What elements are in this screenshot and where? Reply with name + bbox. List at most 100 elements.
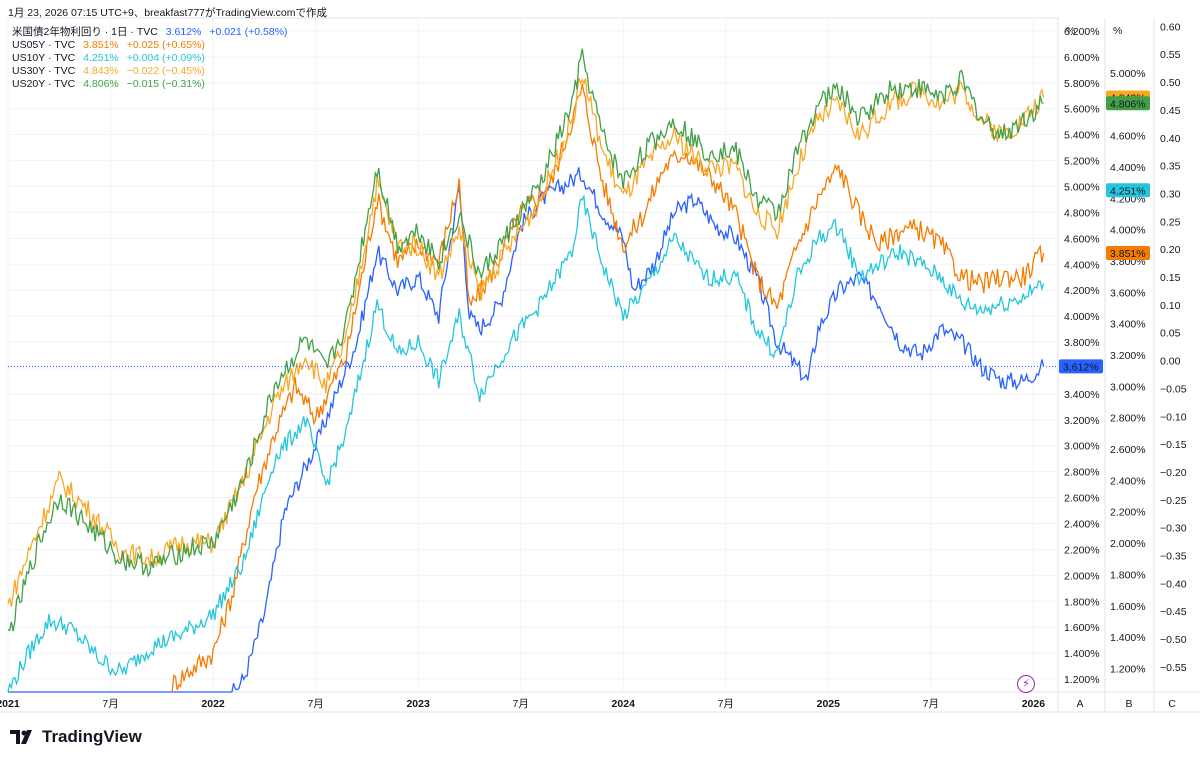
y-tick-label: 4.400% — [1064, 259, 1100, 271]
y-tick-label: 4.800% — [1064, 207, 1100, 219]
legend-change: +0.021 (+0.58%) — [209, 26, 288, 38]
axis-unit-primary: % — [1066, 25, 1075, 37]
x-tick-label: 7月 — [102, 698, 118, 710]
y-tick-label-b: 2.800% — [1110, 413, 1146, 425]
legend-row-us10y[interactable]: US10Y · TVC 4.251% +0.004 (+0.09%) — [12, 52, 288, 65]
y-tick-label-b: 2.600% — [1110, 444, 1146, 456]
y-tick-label-c: −0.50 — [1160, 634, 1187, 646]
legend-row-us05y[interactable]: US05Y · TVC 3.851% +0.025 (+0.65%) — [12, 39, 288, 52]
scale-label-c: C — [1168, 698, 1176, 710]
y-tick-label-c: 0.50 — [1160, 77, 1181, 89]
y-tick-label-b: 5.000% — [1110, 68, 1146, 80]
y-tick-label-c: −0.40 — [1160, 578, 1187, 590]
y-tick-label-c: 0.30 — [1160, 188, 1181, 200]
y-tick-label: 5.200% — [1064, 156, 1100, 168]
last-value-label: 4.251% — [1110, 185, 1146, 197]
y-tick-label: 2.000% — [1064, 570, 1100, 582]
y-tick-label: 2.800% — [1064, 467, 1100, 479]
legend-name: US05Y · TVC — [12, 39, 76, 51]
y-tick-label: 4.600% — [1064, 233, 1100, 245]
scale-label-a: A — [1076, 698, 1083, 710]
brand-name: TradingView — [42, 727, 142, 746]
tradingview-logo-icon — [10, 730, 32, 744]
x-tick-label: 2023 — [406, 698, 430, 710]
series-line-us30y — [7, 77, 1045, 607]
scale-label-b: B — [1125, 698, 1132, 710]
y-tick-label-b: 3.000% — [1110, 381, 1146, 393]
legend-change: −0.022 (−0.45%) — [126, 65, 205, 77]
y-tick-label: 6.200% — [1064, 26, 1100, 38]
last-value-label: 3.851% — [1110, 248, 1146, 260]
y-tick-label: 6.000% — [1064, 52, 1100, 64]
y-tick-label-b: 2.000% — [1110, 538, 1146, 550]
y-tick-label-c: −0.30 — [1160, 523, 1187, 535]
legend-row-us20y[interactable]: US20Y · TVC 4.806% −0.015 (−0.31%) — [12, 78, 288, 91]
y-tick-label-c: −0.55 — [1160, 662, 1187, 674]
legend-last: 4.806% — [83, 78, 119, 90]
last-value-label: 4.806% — [1110, 98, 1146, 110]
y-tick-label-c: 0.05 — [1160, 328, 1181, 340]
x-tick-label: 7月 — [923, 698, 939, 710]
legend-last: 4.251% — [83, 52, 119, 64]
y-tick-label: 2.400% — [1064, 519, 1100, 531]
x-tick-label: 2025 — [817, 698, 841, 710]
y-tick-label-c: 0.40 — [1160, 133, 1181, 145]
legend-last: 3.612% — [165, 26, 202, 38]
x-tick-label: 2026 — [1022, 698, 1046, 710]
y-tick-label: 5.600% — [1064, 104, 1100, 116]
y-tick-label: 2.200% — [1064, 544, 1100, 556]
y-tick-label-b: 1.200% — [1110, 663, 1146, 675]
last-value-tag — [1106, 183, 1150, 198]
y-tick-label-c: 0.00 — [1160, 356, 1181, 368]
y-tick-label: 5.800% — [1064, 78, 1100, 90]
y-tick-label: 5.400% — [1064, 130, 1100, 142]
legend-row-us02y[interactable]: 米国債2年物利回り · 1日 · TVC 3.612% +0.021 (+0.5… — [12, 26, 288, 39]
legend-last: 4.843% — [83, 65, 119, 77]
y-tick-label-c: −0.15 — [1160, 439, 1187, 451]
legend-name: US20Y · TVC — [12, 78, 76, 90]
series-line-us05y — [171, 83, 1045, 693]
y-tick-label-b: 1.800% — [1110, 569, 1146, 581]
y-tick-label: 1.800% — [1064, 596, 1100, 608]
legend-row-us30y[interactable]: US30Y · TVC 4.843% −0.022 (−0.45%) — [12, 65, 288, 78]
y-tick-label: 1.600% — [1064, 622, 1100, 634]
legend-name: 米国債2年物利回り · 1日 · TVC — [12, 26, 158, 38]
y-tick-label: 3.000% — [1064, 441, 1100, 453]
x-tick-label: 2021 — [0, 698, 20, 710]
y-tick-label-c: 0.45 — [1160, 105, 1181, 117]
x-tick-label: 7月 — [513, 698, 529, 710]
y-tick-label: 3.200% — [1064, 415, 1100, 427]
tradingview-logo[interactable]: TradingView — [10, 727, 142, 747]
y-tick-label-c: −0.05 — [1160, 383, 1187, 395]
y-tick-label-c: −0.35 — [1160, 551, 1187, 563]
last-value-tag — [1106, 245, 1150, 260]
series-line-us10y — [7, 194, 1045, 693]
y-tick-label-b: 2.400% — [1110, 475, 1146, 487]
y-tick-label-c: −0.10 — [1160, 411, 1187, 423]
y-tick-label-b: 4.400% — [1110, 162, 1146, 174]
y-tick-label: 5.000% — [1064, 182, 1100, 194]
y-tick-label-c: 0.55 — [1160, 49, 1181, 61]
plot-area — [7, 17, 1059, 693]
y-tick-label-b: 4.600% — [1110, 131, 1146, 143]
x-tick-label: 2024 — [612, 698, 636, 710]
y-tick-label: 4.200% — [1064, 285, 1100, 297]
y-tick-label: 1.200% — [1064, 674, 1100, 686]
y-tick-label-c: −0.20 — [1160, 467, 1187, 479]
series-line-us20y — [7, 48, 1044, 632]
y-tick-label-b: 4.000% — [1110, 225, 1146, 237]
x-tick-label: 7月 — [307, 698, 323, 710]
y-tick-label-b: 2.200% — [1110, 507, 1146, 519]
y-tick-label-c: 0.35 — [1160, 161, 1181, 173]
y-tick-label-c: −0.25 — [1160, 495, 1187, 507]
legend-change: +0.004 (+0.09%) — [126, 52, 205, 64]
y-tick-label: 3.400% — [1064, 389, 1100, 401]
y-tick-label-b: 3.600% — [1110, 287, 1146, 299]
y-tick-label: 2.600% — [1064, 493, 1100, 505]
y-tick-label-c: 0.15 — [1160, 272, 1181, 284]
y-tick-label-b: 1.600% — [1110, 601, 1146, 613]
lightning-icon[interactable]: ⚡ — [1017, 675, 1035, 693]
y-tick-label-c: −0.45 — [1160, 606, 1187, 618]
legend: 米国債2年物利回り · 1日 · TVC 3.612% +0.021 (+0.5… — [12, 26, 288, 91]
